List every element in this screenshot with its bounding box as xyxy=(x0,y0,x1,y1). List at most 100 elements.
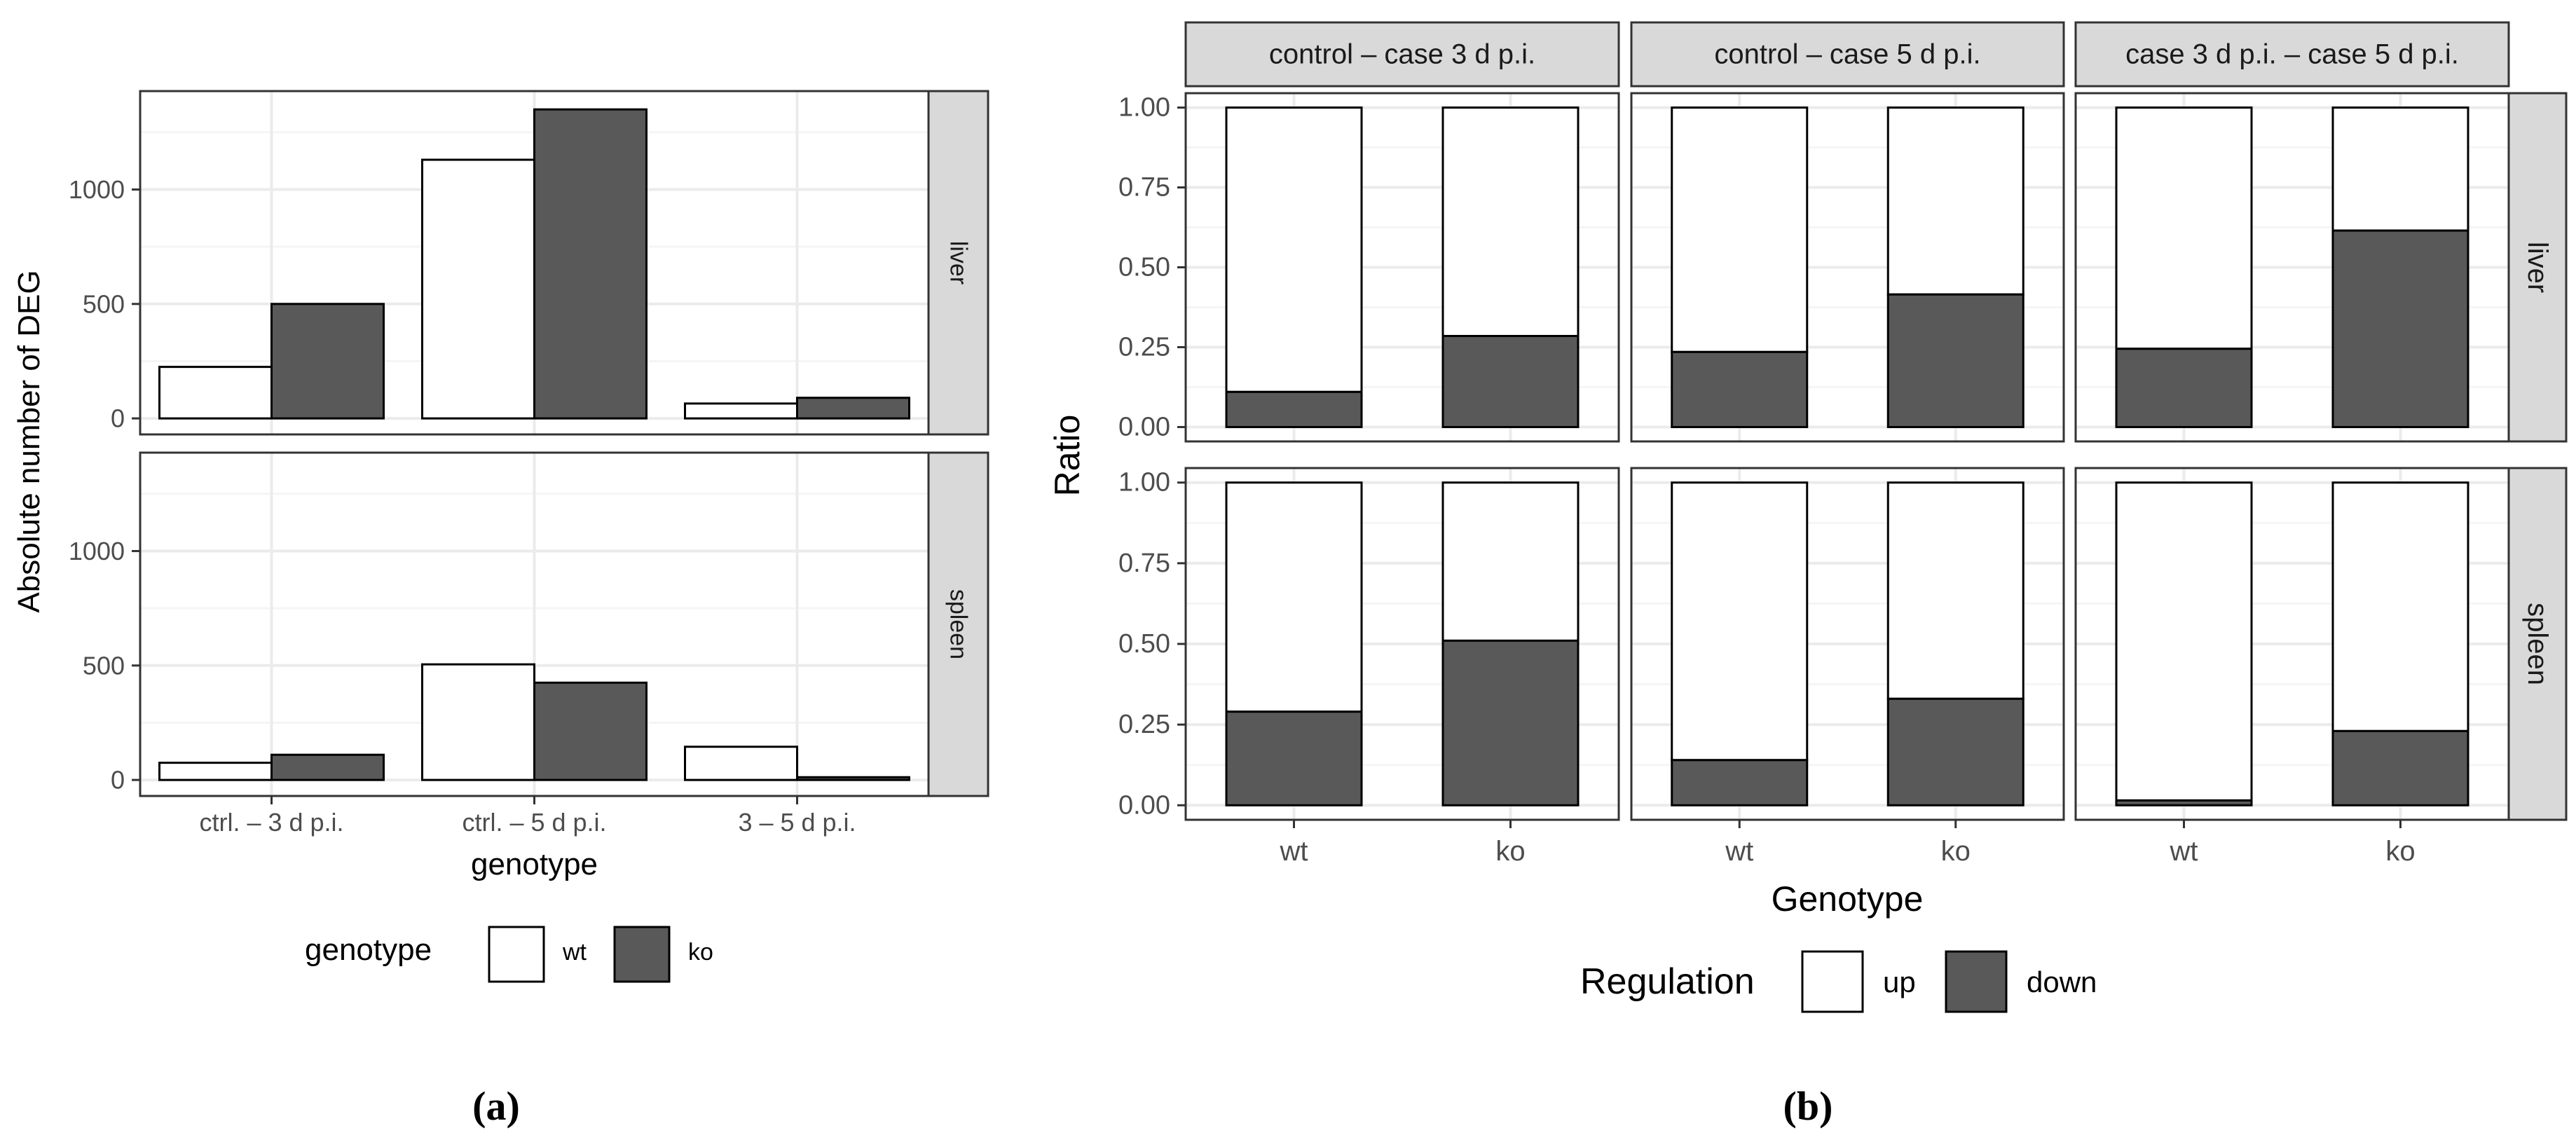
x-tick-label: 3 – 5 d p.i. xyxy=(738,808,856,837)
bar-down-ko xyxy=(1886,293,2025,428)
legend-title: genotype xyxy=(305,933,432,967)
y-axis-title: Ratio xyxy=(1048,415,1087,497)
facet-strip-label: liver xyxy=(2522,242,2553,293)
bar-down-ko xyxy=(1441,639,1580,806)
panel-border xyxy=(1630,467,2065,821)
bar-liver-wt-1 xyxy=(158,366,273,420)
x-tick-label: ko xyxy=(1495,836,1525,867)
bar-spleen-wt-1 xyxy=(158,762,273,781)
facet-liver-3 xyxy=(2074,92,2510,443)
bar-up-wt xyxy=(1225,107,1363,393)
bar-up-ko xyxy=(1886,481,2025,700)
x-tick-label: ctrl. – 3 d p.i. xyxy=(199,808,343,837)
bar-up-ko xyxy=(2331,481,2469,732)
bar-up-ko xyxy=(1441,481,1580,642)
y-tick-label: 500 xyxy=(83,289,125,318)
facet-strip xyxy=(927,90,989,436)
legend-key-ko xyxy=(613,926,671,983)
legend-a: genotype wt ko xyxy=(305,926,713,983)
y-tick-label: 0.75 xyxy=(1118,549,1170,578)
y-tick-label: 1000 xyxy=(69,175,125,204)
facet-liver-2 xyxy=(1630,92,2065,443)
y-tick-label: 0.25 xyxy=(1118,332,1170,362)
bar-up-ko xyxy=(1886,107,2025,296)
facet-strip-label: spleen xyxy=(945,589,972,659)
y-axis-title: Absolute number of DEG xyxy=(12,270,46,612)
bar-down-wt xyxy=(2115,348,2253,428)
legend-key-up xyxy=(1801,950,1864,1013)
facet-spleen-2: wt ko xyxy=(1630,467,2065,867)
facet-strip-label: case 3 d p.i. – case 5 d p.i. xyxy=(2125,39,2459,70)
y-tick-label: 0.50 xyxy=(1118,629,1170,659)
legend-label-up: up xyxy=(1883,966,1916,998)
x-tick-label: ko xyxy=(2385,836,2415,867)
bar-down-ko xyxy=(2331,229,2469,428)
facet-liver: liver 0 500 1000 xyxy=(69,90,989,436)
facet-liver-1: 0.00 0.25 0.50 0.75 1.00 xyxy=(1118,92,1620,443)
panel-border xyxy=(1630,92,2065,443)
y-tick-label: 0 xyxy=(111,404,125,433)
y-tick-label: 0.50 xyxy=(1118,253,1170,282)
legend-label-wt: wt xyxy=(562,939,587,966)
bar-liver-ko-2 xyxy=(533,108,648,420)
legend-label-down: down xyxy=(2027,966,2097,998)
x-axis-title: genotype xyxy=(471,847,598,881)
bar-down-wt xyxy=(2115,799,2253,806)
legend-key-down xyxy=(1945,950,2008,1013)
bar-liver-ko-1 xyxy=(270,303,385,420)
y-tick-label: 0 xyxy=(111,766,125,795)
y-tick-label: 1.00 xyxy=(1118,468,1170,497)
x-tick-label: ko xyxy=(1941,836,1971,867)
legend-b: Regulation up down xyxy=(1580,950,2097,1013)
bar-up-wt xyxy=(1225,481,1363,713)
facet-spleen-3: wt ko xyxy=(2074,467,2510,867)
panel-caption: (a) xyxy=(472,1083,520,1129)
bar-up-wt xyxy=(1671,107,1809,353)
facet-strip-label: spleen xyxy=(2522,603,2553,685)
x-tick-label: wt xyxy=(1280,836,1308,867)
bar-liver-wt-2 xyxy=(421,158,535,420)
facet-strip-row xyxy=(2507,467,2568,821)
panel-b-chart: 0.00 0.25 0.50 0.75 1.00 liver 0.00 0.25 0.50 0.7… xyxy=(1048,21,2568,1129)
bar-down-wt xyxy=(1671,759,1809,806)
bar-spleen-ko-3 xyxy=(796,776,910,781)
facet-spleen: spleen 0 500 1000 xyxy=(69,451,989,797)
facet-strip-column xyxy=(1184,21,1620,88)
panel-a-chart: liver 0 500 1000 spleen 0 500 1000 ctrl. – 3 d p… xyxy=(12,90,989,1129)
y-tick-label: 0.00 xyxy=(1118,790,1170,820)
bar-up-ko xyxy=(1441,107,1580,338)
legend-label-ko: ko xyxy=(688,939,713,966)
bar-down-wt xyxy=(1225,390,1363,428)
bar-spleen-ko-1 xyxy=(270,753,385,781)
y-tick-label: 500 xyxy=(83,651,125,680)
bar-down-wt xyxy=(1225,710,1363,806)
bar-down-ko xyxy=(2331,729,2469,806)
x-tick-label: wt xyxy=(2170,836,2198,867)
facet-strip-label: control – case 5 d p.i. xyxy=(1714,39,1980,70)
facet-strip-column xyxy=(1630,21,2065,88)
facet-spleen-1: 0.00 0.25 0.50 0.75 1.00 wt ko xyxy=(1118,467,1620,867)
panel-caption: (b) xyxy=(1783,1083,1833,1129)
facet-strip-column xyxy=(2074,21,2510,88)
y-tick-label: 0.75 xyxy=(1118,173,1170,202)
y-tick-label: 1.00 xyxy=(1118,93,1170,123)
bar-liver-ko-3 xyxy=(796,397,910,420)
legend-title: Regulation xyxy=(1580,961,1755,1002)
bar-spleen-ko-2 xyxy=(533,681,648,781)
y-tick-label: 1000 xyxy=(69,537,125,565)
legend-key-wt xyxy=(488,926,545,983)
bar-up-wt xyxy=(1671,481,1809,762)
bar-up-wt xyxy=(2115,481,2253,802)
x-tick-label: ctrl. – 5 d p.i. xyxy=(462,808,606,837)
bar-down-wt xyxy=(1671,350,1809,428)
x-axis-title: Genotype xyxy=(1772,879,1924,919)
bar-down-ko xyxy=(1886,697,2025,806)
bar-liver-wt-3 xyxy=(684,402,798,420)
bar-up-ko xyxy=(2331,107,2469,232)
facet-strip xyxy=(927,451,989,797)
facet-strip-row xyxy=(2507,92,2568,443)
bar-spleen-wt-3 xyxy=(684,746,798,781)
facet-strip-label: control – case 3 d p.i. xyxy=(1269,39,1535,70)
facet-strip-label: liver xyxy=(945,241,972,284)
